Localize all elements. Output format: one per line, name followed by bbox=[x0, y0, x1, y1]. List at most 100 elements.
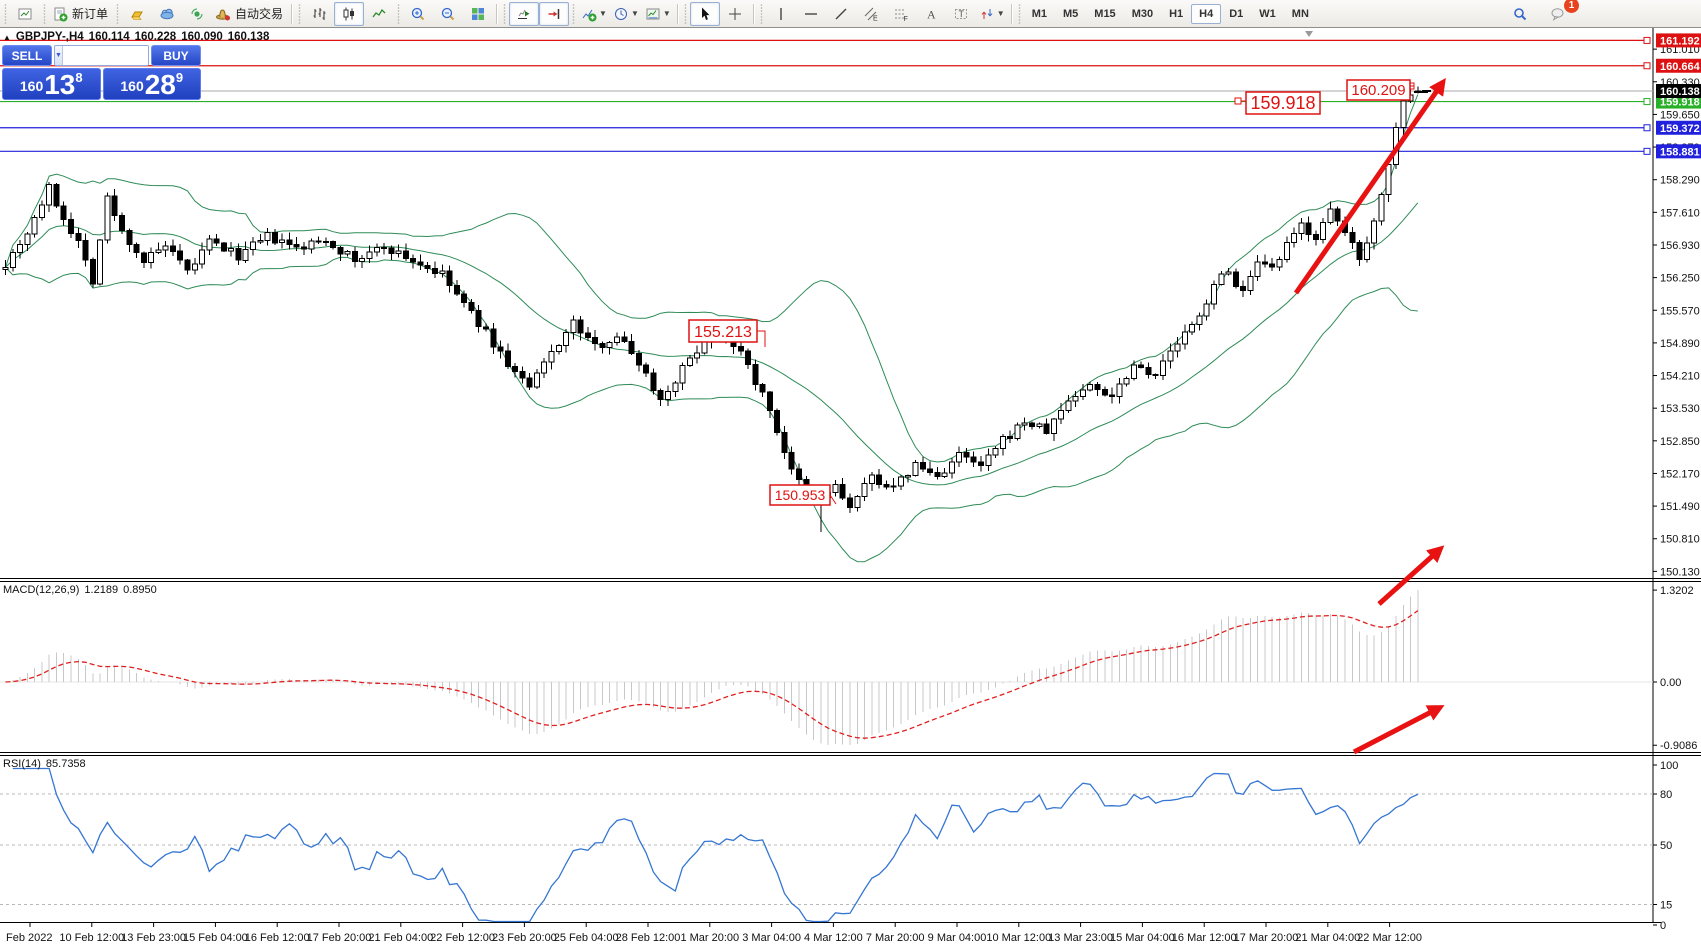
time-tick-label: 28 Feb 12:00 bbox=[616, 932, 681, 944]
horizontal-line-icon-glyph bbox=[803, 6, 819, 22]
community-icon[interactable] bbox=[152, 2, 182, 26]
svg-text:T: T bbox=[958, 9, 964, 19]
chat-icon[interactable]: 1 bbox=[1543, 0, 1579, 26]
auto-scroll-icon[interactable] bbox=[509, 1, 540, 26]
chart-shift-icon[interactable] bbox=[539, 1, 570, 26]
trend-arrow[interactable] bbox=[1293, 78, 1446, 295]
text-label-icon[interactable]: T bbox=[946, 2, 976, 26]
toolbar-grip bbox=[571, 3, 577, 24]
price-tick-label: 158.290 bbox=[1660, 175, 1700, 187]
timeframe-W1-button[interactable]: W1 bbox=[1259, 7, 1276, 20]
timeframe-M5-button[interactable]: M5 bbox=[1063, 7, 1079, 20]
svg-text:161.192: 161.192 bbox=[1660, 35, 1700, 47]
ohlc-open: 160.114 bbox=[88, 31, 130, 43]
sell-button[interactable]: SELL bbox=[2, 45, 52, 66]
sell-price-sup: 8 bbox=[75, 70, 83, 85]
annotation-text: 155.213 bbox=[694, 324, 752, 341]
trendline-icon-glyph bbox=[833, 6, 849, 22]
zoom-in-icon[interactable] bbox=[403, 2, 433, 26]
rsi-pane: 100 80 50 15 0 bbox=[0, 705, 1678, 932]
candles bbox=[2, 86, 1431, 532]
annotation-text: 150.953 bbox=[775, 487, 826, 503]
fibonacci-icon[interactable]: F bbox=[886, 2, 916, 26]
sell-price-big: 13 bbox=[44, 68, 76, 100]
volume-input[interactable] bbox=[62, 46, 148, 65]
templates-icon[interactable]: ▼ bbox=[642, 2, 674, 26]
annotation-text: 160.209 bbox=[1351, 82, 1405, 99]
new-order-button[interactable]: 新订单 bbox=[49, 2, 113, 26]
svg-text:159.918: 159.918 bbox=[1660, 97, 1700, 109]
crosshair-icon[interactable] bbox=[720, 2, 750, 26]
macd-name: MACD(12,26,9) bbox=[3, 584, 80, 596]
trendline-icon[interactable] bbox=[826, 2, 856, 26]
zoom-out-icon[interactable] bbox=[433, 2, 463, 26]
buy-button[interactable]: BUY bbox=[151, 45, 201, 66]
gold-icon[interactable] bbox=[122, 2, 152, 26]
toolbar-grip bbox=[502, 3, 508, 24]
zoom-out-icon-glyph bbox=[440, 6, 456, 22]
timeframe-M15-button[interactable]: M15 bbox=[1094, 7, 1116, 20]
templates-icon-glyph bbox=[645, 6, 661, 22]
toolbar-grip bbox=[297, 3, 303, 24]
line-chart-mode-icon-glyph bbox=[371, 6, 387, 22]
macd-arrow bbox=[1377, 545, 1445, 606]
price-tick-label: 150.810 bbox=[1660, 534, 1700, 546]
time-tick-label: 13 Mar 23:00 bbox=[1048, 932, 1113, 944]
autotrade-button-label: 自动交易 bbox=[235, 7, 284, 21]
sell-price-display[interactable]: 160 13 8 bbox=[2, 68, 101, 100]
buy-price-display[interactable]: 160 28 9 bbox=[102, 68, 201, 100]
buy-price-prefix: 160 bbox=[120, 78, 144, 94]
tile-windows-icon-glyph bbox=[470, 6, 486, 22]
toolbar-grip bbox=[758, 3, 764, 24]
svg-text:160.138: 160.138 bbox=[1660, 86, 1700, 98]
price-tick-label: 154.210 bbox=[1660, 371, 1700, 383]
rsi-pane-label: RSI(14) 85.7358 bbox=[3, 758, 86, 770]
text-icon[interactable]: A bbox=[916, 2, 946, 26]
ohlc-high: 160.228 bbox=[134, 31, 177, 43]
volume-decrease-button[interactable]: ▼ bbox=[55, 46, 63, 65]
price-tick-label: 151.490 bbox=[1660, 501, 1700, 513]
macd-value: 1.2189 bbox=[84, 584, 119, 596]
svg-text:80: 80 bbox=[1660, 789, 1672, 801]
signals-icon-glyph bbox=[189, 6, 205, 22]
timeframe-M30-button[interactable]: M30 bbox=[1131, 7, 1154, 20]
arrows-tool-icon[interactable]: ▼ bbox=[976, 2, 1008, 26]
chart-annotations[interactable]: 159.918 160.209 155.213 150.953 bbox=[688, 79, 1428, 506]
tile-windows-icon[interactable] bbox=[463, 2, 493, 26]
indicators-icon[interactable]: ▼ bbox=[578, 2, 610, 26]
toolbar-separator bbox=[752, 3, 754, 24]
search-icon[interactable] bbox=[1505, 2, 1535, 26]
price-tick-label: 154.890 bbox=[1660, 338, 1700, 350]
timeframe-M1-button[interactable]: M1 bbox=[1031, 7, 1047, 20]
time-tick-label: 16 Mar 12:00 bbox=[1172, 932, 1237, 944]
timeframe-MN-button[interactable]: MN bbox=[1291, 7, 1309, 20]
time-tick-label: 21 Feb 04:00 bbox=[368, 932, 433, 944]
timeframe-H4-button[interactable]: H4 bbox=[1191, 3, 1222, 24]
signals-icon[interactable] bbox=[182, 2, 212, 26]
svg-text:F: F bbox=[903, 16, 907, 22]
price-line-objects[interactable]: 161.192 160.664 159.918 159.372 158.881 160.1… bbox=[0, 33, 1701, 159]
svg-text:100: 100 bbox=[1660, 760, 1678, 772]
equidistant-channel-icon[interactable]: E bbox=[856, 2, 886, 26]
periods-icon[interactable]: ▼ bbox=[610, 2, 642, 26]
candlestick-mode-icon[interactable] bbox=[334, 1, 365, 26]
toolbar-grip bbox=[682, 3, 688, 24]
community-icon-glyph bbox=[159, 6, 175, 22]
price-tick-label: 159.650 bbox=[1660, 109, 1700, 121]
dropdown-caret-icon: ▼ bbox=[599, 8, 607, 18]
cursor-icon[interactable] bbox=[689, 1, 720, 26]
chart-window-icon[interactable] bbox=[10, 2, 40, 26]
vertical-line-icon[interactable] bbox=[766, 2, 796, 26]
timeframe-H1-button[interactable]: H1 bbox=[1169, 7, 1184, 20]
line-chart-mode-icon[interactable] bbox=[364, 2, 394, 26]
chart-shift-marker[interactable] bbox=[1305, 31, 1313, 37]
candlestick-mode-icon-glyph bbox=[341, 6, 357, 22]
timeframe-D1-button[interactable]: D1 bbox=[1229, 7, 1244, 20]
rsi-name: RSI(14) bbox=[3, 758, 41, 770]
autotrade-button[interactable]: 自动交易 bbox=[212, 2, 288, 26]
horizontal-line-icon[interactable] bbox=[796, 2, 826, 26]
arrows-tool-icon-glyph bbox=[979, 6, 995, 22]
time-tick-label: 25 Feb 04:00 bbox=[554, 932, 619, 944]
bar-chart-mode-icon[interactable] bbox=[304, 2, 334, 26]
